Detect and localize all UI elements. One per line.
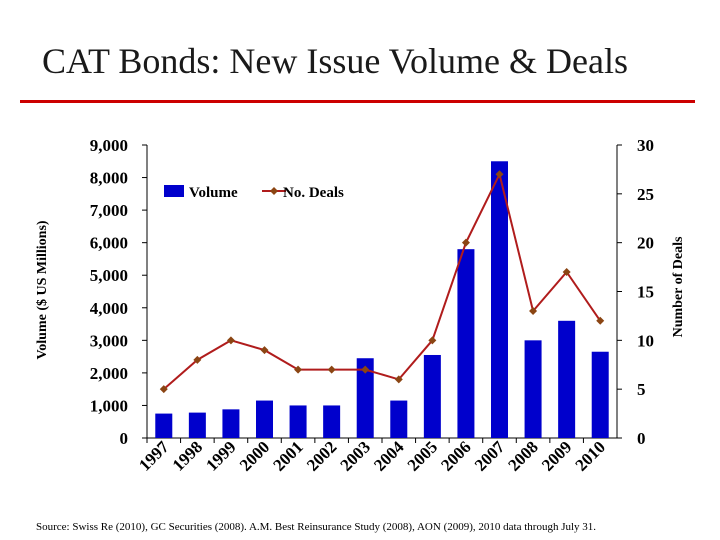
x-tick-label: 2000 [236, 437, 273, 474]
legend-deals-marker [270, 187, 278, 195]
volume-bar [356, 358, 374, 438]
deals-point [361, 365, 370, 374]
deals-point [193, 355, 202, 364]
x-tick-label: 2008 [504, 437, 541, 474]
volume-bar [423, 354, 441, 438]
deals-point [159, 385, 168, 394]
x-tick-label: 2005 [404, 437, 441, 474]
y-tick-label: 6,000 [90, 234, 128, 253]
volume-bar [390, 400, 408, 438]
deals-point [394, 375, 403, 384]
x-tick-label: 2002 [303, 437, 340, 474]
deals-point [294, 365, 303, 374]
deals-line [163, 171, 602, 390]
y2-tick-label: 30 [637, 136, 654, 155]
volume-bar [188, 412, 206, 438]
deals-point [562, 267, 571, 276]
y-tick-label: 5,000 [90, 266, 128, 285]
deals-line-series [159, 170, 605, 394]
legend-deals-label: No. Deals [283, 185, 344, 201]
y2-tick-label: 10 [637, 331, 654, 350]
title-underline [20, 100, 695, 103]
deals-point [529, 307, 538, 316]
volume-bar [222, 409, 240, 438]
deals-point [596, 316, 605, 325]
volume-bars [155, 161, 609, 438]
volume-bar [524, 340, 542, 438]
volume-bar [491, 161, 508, 438]
x-tick-label: 2001 [269, 437, 306, 474]
deals-point [461, 238, 470, 247]
y2-tick-label: 20 [637, 234, 654, 253]
deals-point [495, 170, 504, 179]
x-tick-label: 2003 [337, 437, 374, 474]
source-note: Source: Swiss Re (2010), GC Securities (… [36, 521, 597, 533]
y-tick-label: 4,000 [90, 299, 128, 318]
x-tick-label: 2010 [572, 437, 609, 474]
slide-title: CAT Bonds: New Issue Volume & Deals [41, 41, 628, 81]
y-tick-label: 3,000 [90, 331, 128, 350]
y2-tick-label: 15 [637, 283, 654, 302]
deals-point [327, 365, 336, 374]
volume-bar [457, 249, 475, 438]
x-tick-label: 2006 [437, 437, 474, 474]
volume-bar [323, 405, 341, 438]
x-tick-label: 1997 [135, 437, 173, 475]
y-tick-label: 7,000 [90, 201, 128, 220]
y-tick-label: 2,000 [90, 364, 128, 383]
x-tick-label: 2007 [471, 437, 509, 475]
volume-bar [591, 351, 609, 438]
y-tick-label: 9,000 [90, 136, 128, 155]
y-tick-label: 8,000 [90, 169, 128, 188]
deals-point [260, 346, 269, 355]
volume-bar [256, 400, 273, 438]
legend-volume-label: Volume [189, 185, 238, 201]
x-tick-label: 1999 [202, 437, 239, 474]
y2-tick-label: 25 [637, 185, 654, 204]
volume-bar [155, 413, 173, 438]
y2-tick-label: 0 [637, 429, 646, 448]
x-tick-label: 1998 [169, 437, 206, 474]
volume-bar [558, 320, 576, 438]
deals-point [428, 336, 437, 345]
y-axis-title: Volume ($ US Millions) [35, 220, 50, 359]
legend-volume-swatch [164, 185, 184, 197]
y-tick-label: 0 [120, 429, 129, 448]
x-tick-label: 2009 [538, 437, 575, 474]
x-tick-label: 2004 [370, 437, 408, 475]
y-tick-label: 1,000 [90, 396, 128, 415]
legend: Volume No. Deals [164, 185, 344, 201]
y2-tick-label: 5 [637, 380, 646, 399]
deals-point [226, 336, 235, 345]
volume-bar [289, 405, 307, 438]
y2-axis-title: Number of Deals [671, 236, 686, 337]
